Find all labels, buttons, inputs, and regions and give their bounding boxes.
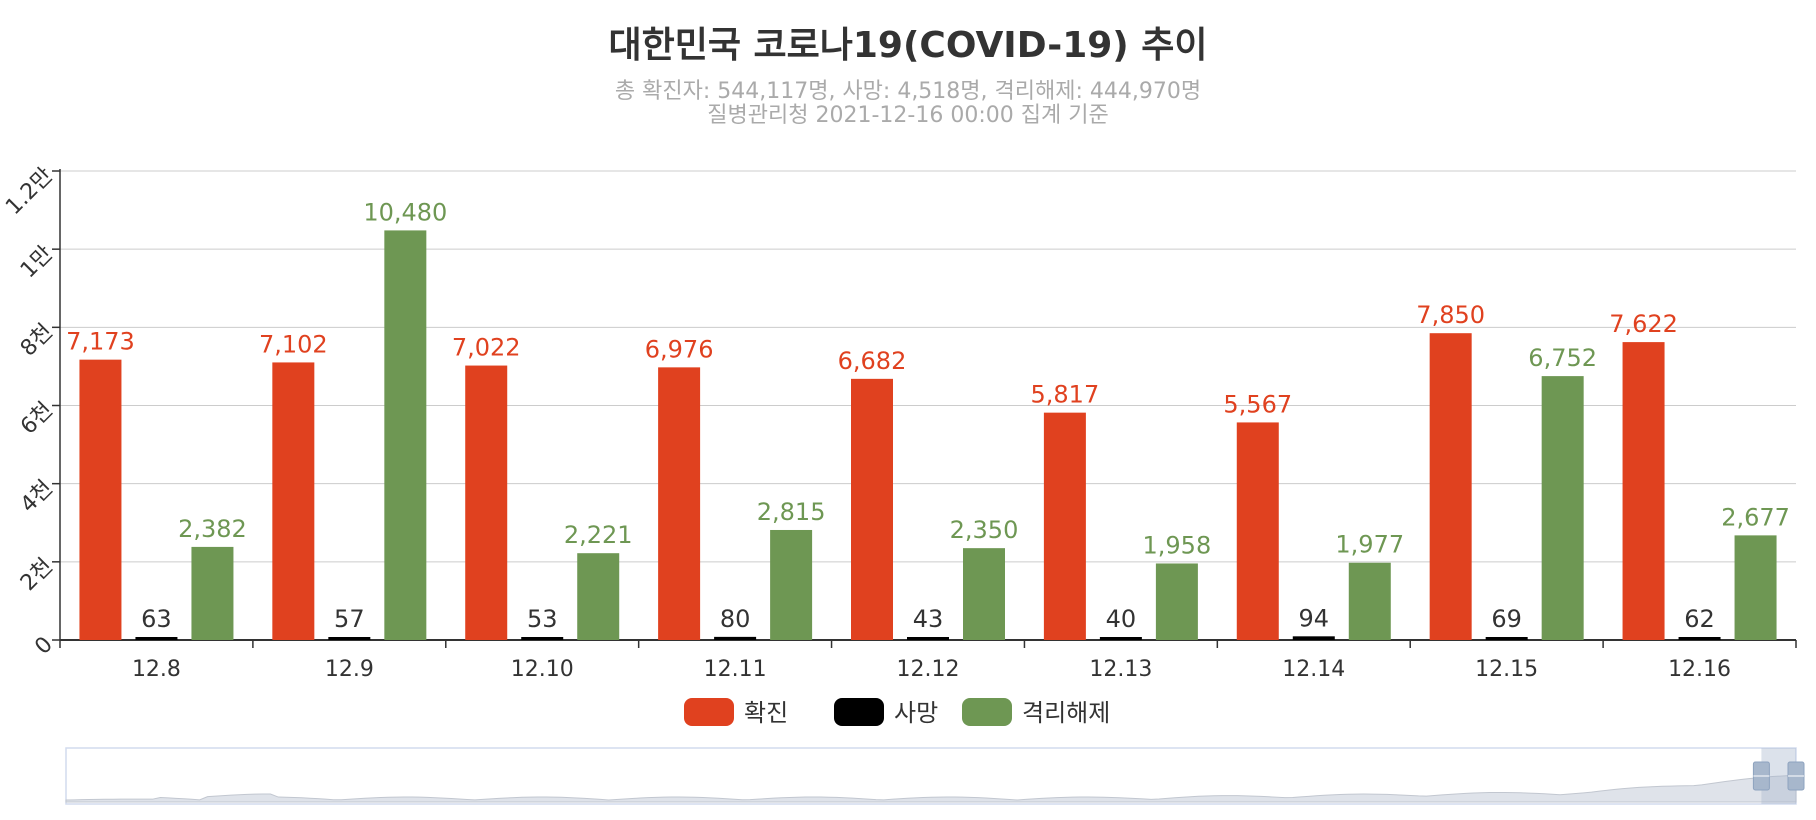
data-label: 2,382 [178,515,247,543]
data-label: 2,221 [564,521,633,549]
x-tick-label: 12.16 [1668,657,1731,682]
data-label: 94 [1299,604,1330,632]
bar-사망 [328,637,371,640]
data-label: 53 [527,605,558,633]
data-label: 1,977 [1335,531,1404,559]
legend-swatch-확진 [684,698,734,726]
bars [79,230,1777,640]
bar-사망 [1678,637,1721,640]
data-label: 43 [913,605,944,633]
x-tick-label: 12.11 [704,657,767,682]
data-label: 2,350 [950,516,1019,544]
legend-label-격리해제: 격리해제 [1022,699,1110,727]
bar-사망 [1485,637,1528,640]
bar-확진 [1236,422,1279,640]
data-label: 10,480 [363,198,447,226]
legend-swatch-사망 [834,698,884,726]
bar-격리해제 [1155,563,1198,640]
data-label: 2,815 [757,498,826,526]
data-label: 7,850 [1416,301,1485,329]
x-tick-label: 12.14 [1282,657,1345,682]
y-tick-label: 2천 [16,554,58,596]
data-labels: 7,173 63 2,382 7,102 57 10,480 7,022 53 2,221 6,9… [66,198,1790,633]
x-tick-label: 12.13 [1089,657,1152,682]
chart-subtitle-line-1: 총 확진자: 544,117명, 사망: 4,518명, 격리해제: 444,9… [614,79,1202,104]
x-tick-label: 12.9 [325,657,374,682]
legend[interactable]: 확진 사망 격리해제 [684,698,1110,727]
bar-격리해제 [1734,535,1777,640]
legend-swatch-격리해제 [962,698,1012,726]
data-label: 40 [1106,605,1137,633]
legend-label-확진: 확진 [744,699,788,727]
zoom-preview [65,774,1797,803]
data-label: 5,817 [1031,381,1100,409]
bar-격리해제 [963,548,1005,640]
data-zoom-slider[interactable] [65,747,1805,805]
bar-격리해제 [1348,562,1391,640]
y-tick-label: 6천 [16,398,58,440]
data-label: 7,102 [259,330,328,358]
data-label: 6,682 [838,347,907,375]
bar-확진 [1622,342,1665,640]
bar-격리해제 [577,553,620,640]
data-label: 6,976 [645,335,714,363]
x-tick-label: 12.12 [897,657,960,682]
bar-사망 [1292,636,1335,640]
legend-label-사망: 사망 [894,699,938,727]
data-label: 2,677 [1721,503,1790,531]
bar-격리해제 [770,529,813,640]
axes: 0 2천 4천 6천 8천 1만 1.2만 12.8 12.9 12.10 12.11 12.12 12… [1,163,1797,682]
bar-확진 [465,365,508,640]
grid-lines [60,170,1796,563]
data-label: 7,173 [66,328,135,356]
data-label: 6,752 [1528,344,1597,372]
y-tick-label: 4천 [16,476,58,518]
y-tick-label: 1.2만 [1,163,58,220]
y-tick-label: 1만 [16,241,58,283]
bar-사망 [907,637,949,640]
data-label: 57 [334,605,365,633]
bar-확진 [272,362,315,640]
data-label: 7,022 [452,334,521,362]
bar-격리해제 [1541,376,1584,640]
chart-subtitle-line-2: 질병관리청 2021-12-16 00:00 집계 기준 [707,103,1109,128]
x-tick-label: 12.8 [132,657,181,682]
bar-사망 [714,636,757,640]
bar-확진 [1429,333,1472,640]
data-label: 69 [1491,605,1522,633]
chart-title: 대한민국 코로나19(COVID-19) 추이 [608,25,1208,66]
data-label: 7,622 [1609,310,1678,338]
data-label: 63 [141,605,172,633]
data-label: 80 [720,605,751,633]
y-tick-label: 8천 [16,320,58,362]
data-label: 1,958 [1143,531,1212,559]
bar-사망 [521,637,564,640]
bar-격리해제 [191,546,234,640]
bar-사망 [1099,637,1142,640]
data-label: 62 [1684,605,1715,633]
bar-사망 [135,637,178,640]
bar-확진 [1043,412,1086,640]
y-tick-label: 0 [30,632,58,660]
x-tick-label: 12.15 [1475,657,1538,682]
bar-확진 [851,378,893,640]
bar-격리해제 [384,230,427,640]
bar-확진 [658,367,701,640]
bar-확진 [79,359,122,640]
x-tick-label: 12.10 [511,657,574,682]
data-label: 5,567 [1223,390,1292,418]
